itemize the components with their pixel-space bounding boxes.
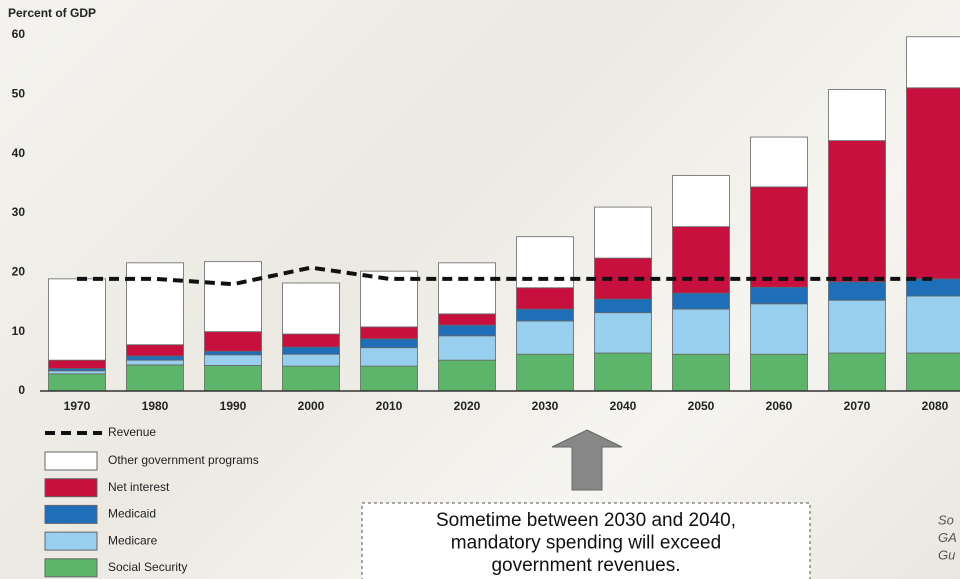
bar-segment — [204, 350, 262, 356]
x-tick-label: 1990 — [220, 399, 247, 413]
bar-segment — [360, 365, 418, 392]
bar-segment — [516, 308, 574, 322]
x-tick-label: 2030 — [532, 399, 559, 413]
bar-segment — [126, 355, 184, 361]
x-tick-label: 2080 — [922, 399, 949, 413]
legend-label: Net interest — [108, 480, 170, 494]
y-tick-label: 10 — [12, 324, 26, 338]
legend-label: Medicaid — [108, 507, 156, 521]
y-tick-label: 30 — [12, 205, 26, 219]
callout-text: Sometime between 2030 and 2040, — [436, 510, 736, 531]
x-tick-label: 2020 — [454, 399, 481, 413]
bar-segment — [672, 226, 730, 294]
bar-segment — [48, 278, 106, 361]
legend-label: Other government programs — [108, 453, 259, 467]
y-tick-label: 50 — [12, 87, 26, 101]
bar-segment — [48, 370, 106, 375]
legend-label: Social Security — [108, 560, 187, 574]
bar-segment — [204, 365, 262, 392]
callout-text: mandatory spending will exceed — [451, 533, 721, 554]
x-tick-label: 2070 — [844, 399, 871, 413]
x-tick-label: 1980 — [142, 399, 169, 413]
bar-segment — [282, 365, 340, 392]
bar-segment — [828, 352, 886, 392]
y-tick-label: 20 — [12, 265, 26, 279]
bar-segment — [594, 298, 652, 314]
bar-segment — [672, 292, 730, 310]
bar-segment — [594, 206, 652, 259]
bar-segment — [282, 282, 340, 335]
y-tick-label: 40 — [12, 146, 26, 160]
x-tick-label: 2040 — [610, 399, 637, 413]
source-fragment: GA — [938, 530, 957, 545]
bar-segment — [360, 270, 418, 328]
bar-segment — [516, 287, 574, 310]
bar-segment — [516, 320, 574, 355]
bar-segment — [750, 186, 808, 288]
bar-segment — [204, 331, 262, 352]
bar-segment — [906, 36, 960, 89]
bar-segment — [438, 313, 496, 326]
bar-segment — [438, 359, 496, 392]
source-fragment: So — [938, 512, 954, 527]
bar-segment — [594, 312, 652, 354]
bar-segment — [828, 281, 886, 301]
bar-segment — [282, 353, 340, 367]
y-tick-label: 0 — [18, 383, 25, 397]
callout-text: government revenues. — [491, 555, 680, 576]
bar-segment — [906, 352, 960, 392]
x-tick-label: 2050 — [688, 399, 715, 413]
bar-segment — [906, 278, 960, 297]
bar-segment — [126, 364, 184, 392]
bar-segment — [516, 353, 574, 392]
y-tick-label: 60 — [12, 27, 26, 41]
bar-segment — [204, 354, 262, 366]
bar-segment — [204, 261, 262, 333]
bar-segment — [126, 344, 184, 357]
bar-segment — [594, 352, 652, 392]
bar-segment — [438, 324, 496, 337]
x-tick-label: 1970 — [64, 399, 91, 413]
callout-arrow — [551, 429, 623, 491]
legend-label: Revenue — [108, 425, 156, 439]
bar-segment — [48, 373, 106, 392]
bar-segment — [828, 89, 886, 142]
legend-swatch — [44, 451, 98, 471]
bar-segment — [828, 299, 886, 354]
bar-segment — [282, 346, 340, 355]
bar-segment — [750, 286, 808, 305]
bar-segment — [126, 359, 184, 366]
bar-segment — [438, 335, 496, 361]
bar-segment — [360, 338, 418, 349]
source-fragment: Gu — [938, 547, 955, 562]
bar-segment — [672, 353, 730, 392]
x-tick-label: 2010 — [376, 399, 403, 413]
x-tick-label: 2000 — [298, 399, 325, 413]
y-axis-label: Percent of GDP — [8, 6, 96, 20]
bar-segment — [750, 303, 808, 355]
bar-segment — [48, 359, 106, 369]
bar-segment — [282, 333, 340, 348]
bar-segment — [750, 353, 808, 392]
x-tick-label: 2060 — [766, 399, 793, 413]
bar-segment — [906, 87, 960, 280]
legend-swatch — [44, 478, 98, 498]
bar-segment — [126, 262, 184, 346]
legend-swatch — [44, 531, 98, 551]
legend-swatch — [44, 504, 98, 524]
bar-segment — [828, 140, 886, 283]
bar-segment — [906, 295, 960, 354]
bar-segment — [672, 175, 730, 228]
bar-segment — [672, 308, 730, 355]
bar-segment — [750, 136, 808, 188]
bar-segment — [360, 347, 418, 367]
bar-segment — [438, 262, 496, 315]
legend-swatch — [44, 558, 98, 578]
legend-label: Medicare — [108, 533, 158, 547]
bar-segment — [360, 326, 418, 340]
callout-box — [361, 502, 811, 579]
